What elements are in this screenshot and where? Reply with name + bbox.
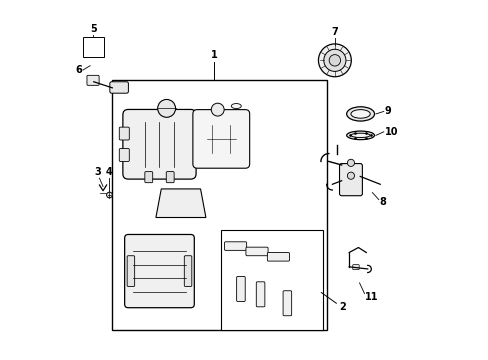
Text: 3: 3 <box>95 167 101 177</box>
Text: 1: 1 <box>210 50 217 60</box>
FancyBboxPatch shape <box>119 149 129 161</box>
Text: 8: 8 <box>379 197 386 207</box>
FancyBboxPatch shape <box>245 247 267 256</box>
FancyBboxPatch shape <box>184 256 191 287</box>
Circle shape <box>323 49 345 71</box>
FancyBboxPatch shape <box>87 75 99 85</box>
Text: 7: 7 <box>331 27 338 37</box>
Circle shape <box>346 172 354 179</box>
Text: 10: 10 <box>384 127 397 137</box>
FancyBboxPatch shape <box>267 252 289 261</box>
Ellipse shape <box>346 107 374 121</box>
FancyBboxPatch shape <box>124 234 194 308</box>
FancyBboxPatch shape <box>339 163 362 196</box>
Text: 11: 11 <box>365 292 378 302</box>
FancyBboxPatch shape <box>283 291 291 316</box>
Polygon shape <box>156 189 205 217</box>
Bar <box>221 230 323 330</box>
FancyBboxPatch shape <box>166 172 174 183</box>
FancyBboxPatch shape <box>192 110 249 168</box>
Text: 5: 5 <box>90 24 97 34</box>
Text: 2: 2 <box>339 302 345 312</box>
Text: 6: 6 <box>75 65 82 75</box>
FancyBboxPatch shape <box>119 127 129 140</box>
FancyBboxPatch shape <box>352 265 358 270</box>
Bar <box>83 37 103 57</box>
Text: 9: 9 <box>384 107 390 116</box>
Circle shape <box>328 55 340 66</box>
Ellipse shape <box>350 110 369 118</box>
Ellipse shape <box>346 131 374 140</box>
FancyBboxPatch shape <box>144 172 152 183</box>
Circle shape <box>211 103 224 116</box>
Ellipse shape <box>350 133 369 138</box>
Circle shape <box>157 99 175 117</box>
FancyBboxPatch shape <box>122 109 196 179</box>
Circle shape <box>318 44 350 77</box>
Text: 4: 4 <box>106 167 113 177</box>
FancyBboxPatch shape <box>110 82 128 93</box>
Ellipse shape <box>231 104 241 109</box>
FancyBboxPatch shape <box>224 242 246 250</box>
FancyBboxPatch shape <box>256 282 264 307</box>
Circle shape <box>106 192 112 198</box>
Circle shape <box>346 159 354 166</box>
Bar <box>112 80 326 330</box>
FancyBboxPatch shape <box>236 276 244 301</box>
FancyBboxPatch shape <box>127 256 134 287</box>
